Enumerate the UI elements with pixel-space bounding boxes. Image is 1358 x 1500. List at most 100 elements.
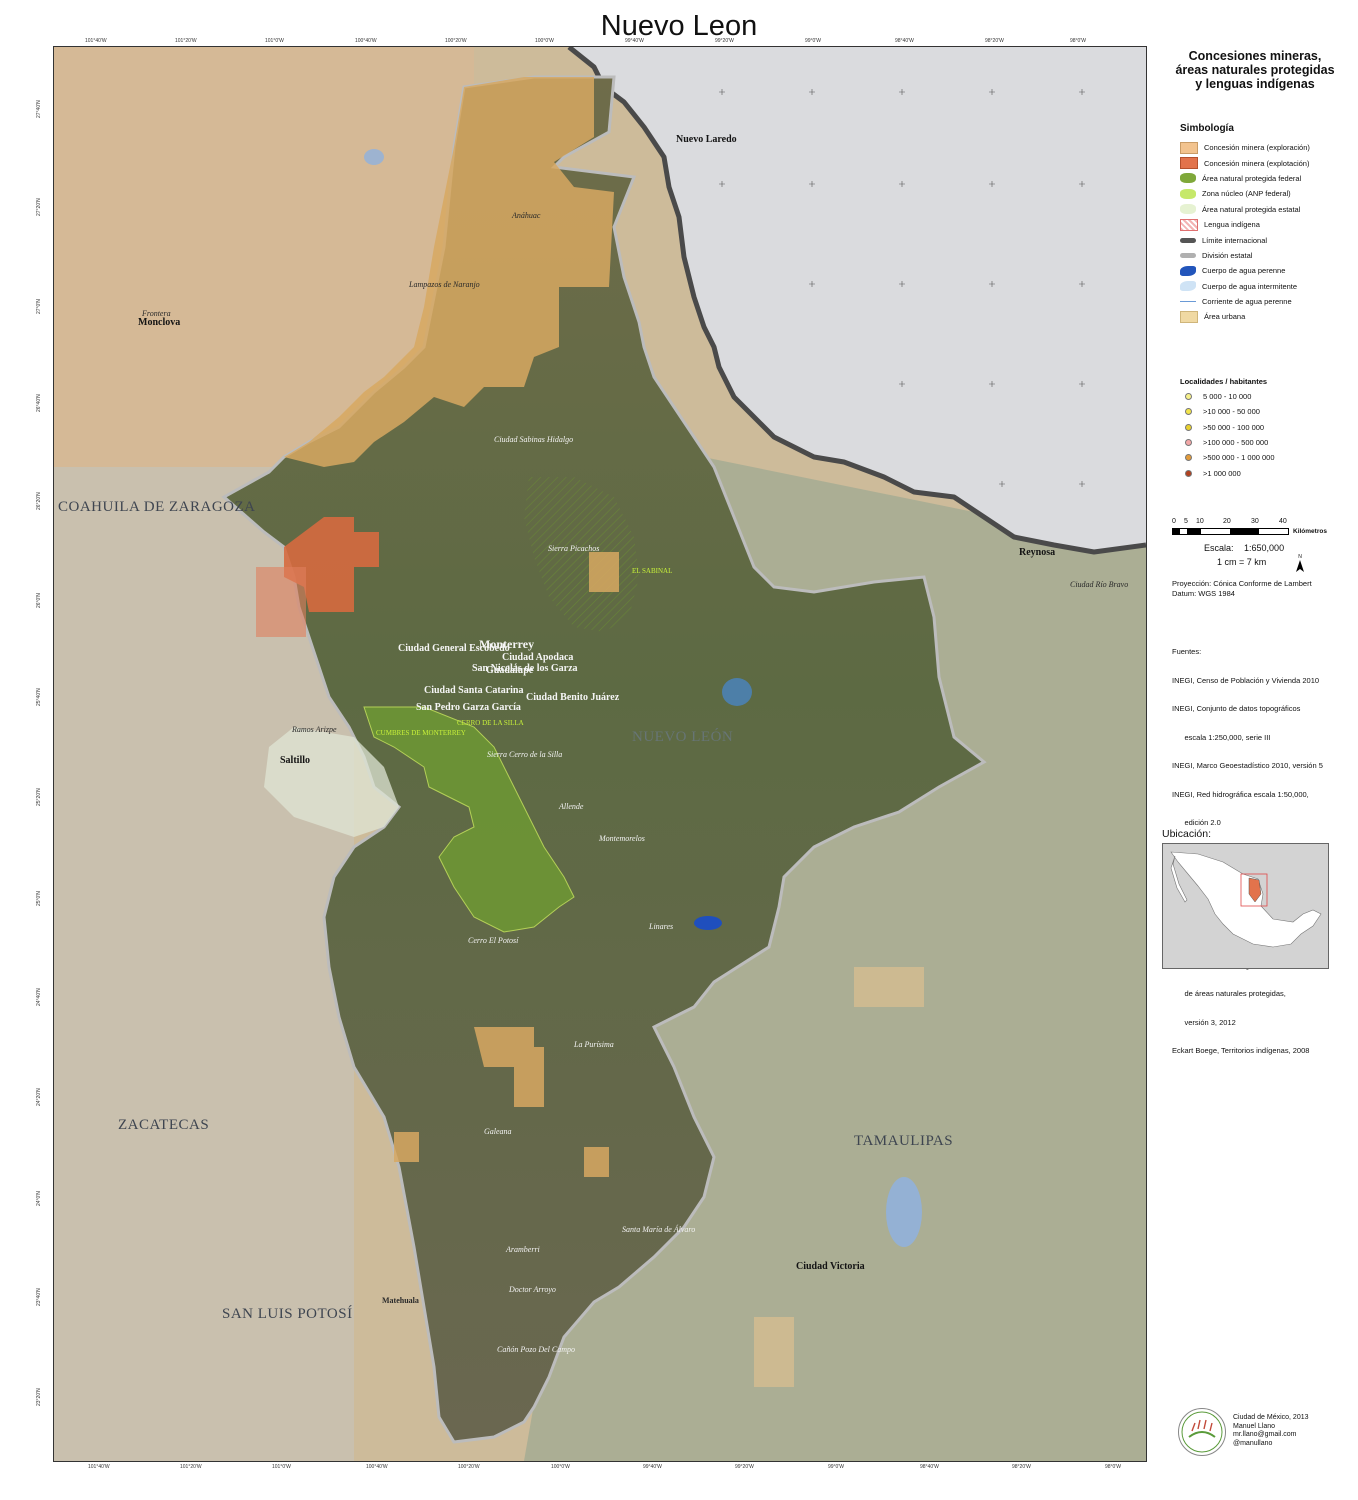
source-line: de áreas naturales protegidas, <box>1172 989 1286 998</box>
tick-left-7: 25°40'N <box>36 688 42 706</box>
credit-line: Ciudad de México, 2013 <box>1233 1414 1309 1421</box>
ubicacion-label: Ubicación: <box>1162 828 1212 840</box>
mexico-inset-svg <box>1170 851 1322 948</box>
map-canvas[interactable]: COAHUILA DE ZARAGOZA ZACATECAS SAN LUIS … <box>53 46 1147 1462</box>
legend-label: Concesión minera (explotación) <box>1204 158 1310 168</box>
scale-tick: 40 <box>1279 518 1287 525</box>
legend-title-line-2: áreas naturales protegidas <box>1175 63 1335 77</box>
localidad-label: >1 000 000 <box>1203 468 1241 478</box>
town-canon-pozo: Cañón Pozo Del Campo <box>497 1345 575 1354</box>
page-title: Nuevo Leon <box>600 10 758 42</box>
tick-bottom-1: 101°40'W <box>88 1464 110 1470</box>
tick-left-8: 25°20'N <box>36 788 42 806</box>
scale-tick: 30 <box>1251 518 1259 525</box>
scale-equivalence: 1 cm = 7 km <box>1217 557 1267 567</box>
source-line: INEGI, Conjunto de datos topográficos <box>1172 704 1301 713</box>
source-line: versión 3, 2012 <box>1172 1017 1236 1027</box>
town-allende: Allende <box>559 802 584 811</box>
legend-label: Área natural protegida federal <box>1202 173 1302 183</box>
scale-bar-block: 0 5 10 20 30 40 Kilómetros Escala: 1:650… <box>1172 518 1347 1075</box>
swatch-anp-federal <box>1180 173 1196 184</box>
town-galeana: Galeana <box>484 1127 512 1136</box>
localidad-row-5: >500 000 - 1 000 000 <box>1180 450 1350 465</box>
localidad-row-2: >10 000 - 50 000 <box>1180 404 1350 419</box>
tick-bottom-7: 99°40'W <box>643 1464 662 1470</box>
legend-title-line-3: y lenguas indígenas <box>1195 77 1315 91</box>
city-nuevo-laredo: Nuevo Laredo <box>676 134 737 145</box>
scale-ticks: 0 5 10 20 30 40 <box>1172 518 1347 527</box>
label-tamaulipas: TAMAULIPAS <box>854 1133 954 1149</box>
anp-label-el-sabinal: EL SABINAL <box>632 567 673 575</box>
swatch-lengua <box>1180 218 1198 231</box>
tick-left-14: 23°20'N <box>36 1388 42 1406</box>
swatch-agua-intermitente <box>1180 281 1196 292</box>
tick-left-5: 26°20'N <box>36 492 42 510</box>
localidades-heading: Localidades / habitantes <box>1180 376 1268 386</box>
projection-block: Proyección: Cónica Conforme de Lambert D… <box>1172 579 1347 598</box>
tick-bottom-4: 100°40'W <box>366 1464 388 1470</box>
localidad-label: >50 000 - 100 000 <box>1203 422 1265 432</box>
localidad-row-6: >1 000 000 <box>1180 466 1350 481</box>
legend-item-division: División estatal <box>1180 248 1350 263</box>
tick-top-12: 98°0'W <box>1070 38 1087 44</box>
water-coahuila-north <box>364 149 384 165</box>
anp-label-sierra-silla: Sierra Cerro de la Silla <box>487 750 563 759</box>
legend-item-agua-perenne: Cuerpo de agua perenne <box>1180 263 1350 278</box>
tick-left-12: 24°0'N <box>36 1191 42 1206</box>
legend-label: Lengua indígena <box>1204 220 1260 230</box>
city-benito-juarez: Ciudad Benito Juárez <box>526 692 620 703</box>
legend-label: Área urbana <box>1204 312 1246 322</box>
simbologia-heading: Simbología <box>1180 123 1234 134</box>
tamaulipas-concession-1 <box>854 967 924 1007</box>
legend-item-anp-estatal: Área natural protegida estatal <box>1180 202 1350 217</box>
escala-label: Escala: <box>1204 543 1234 553</box>
north-letter: N <box>1298 554 1302 560</box>
legend-item-exploracion: Concesión minera (exploración) <box>1180 140 1350 155</box>
town-ramos-arizpe: Ramos Arizpe <box>292 725 337 734</box>
legend-item-zona-nucleo: Zona núcleo (ANP federal) <box>1180 186 1350 201</box>
projection-line: Datum: WGS 1984 <box>1172 588 1235 598</box>
scale-seg <box>1187 529 1201 534</box>
tick-top-7: 99°40'W <box>625 38 644 44</box>
scale-bar-row: Kilómetros <box>1172 527 1347 535</box>
town-ciudad-rio-bravo: Ciudad Río Bravo <box>1070 580 1129 589</box>
localidad-row-3: >50 000 - 100 000 <box>1180 419 1350 434</box>
city-saltillo: Saltillo <box>280 755 311 766</box>
legend-label: División estatal <box>1202 250 1253 260</box>
city-escobedo: Ciudad General Escobedo <box>398 643 510 654</box>
town-aramberri: Aramberri <box>506 1245 540 1254</box>
localidad-label: 5 000 - 10 000 <box>1203 391 1252 401</box>
credits-block: Ciudad de México, 2013 Manuel Llano mr.l… <box>1233 1414 1309 1448</box>
tick-left-6: 26°0'N <box>36 593 42 608</box>
tick-top-3: 101°0'W <box>265 38 284 44</box>
tick-top-2: 101°20'W <box>175 38 197 44</box>
legend-panel: Concesiones mineras, áreas naturales pro… <box>1160 46 1350 481</box>
city-santa-catarina: Ciudad Santa Catarina <box>424 685 524 696</box>
scale-tick: 0 <box>1172 518 1176 525</box>
localidad-label: >10 000 - 50 000 <box>1203 407 1260 417</box>
legend-item-limite: Límite internacional <box>1180 232 1350 247</box>
tick-left-2: 27°20'N <box>36 198 42 216</box>
legend-label: Concesión minera (exploración) <box>1204 143 1310 153</box>
city-guadalupe: Guadalupe <box>486 665 534 676</box>
tick-top-11: 98°20'W <box>985 38 1004 44</box>
tick-top-4: 100°40'W <box>355 38 377 44</box>
credit-line: Manuel Llano <box>1233 1422 1276 1430</box>
scale-seg <box>1173 529 1180 534</box>
legend-title: Concesiones mineras, áreas naturales pro… <box>1160 49 1350 91</box>
city-san-pedro: San Pedro Garza García <box>416 702 521 713</box>
usa-area <box>569 47 1146 552</box>
tick-bottom-3: 101°0'W <box>272 1464 291 1470</box>
swatch-explotacion <box>1180 157 1198 170</box>
seal-icon <box>1181 1411 1223 1453</box>
tick-bottom-5: 100°20'W <box>458 1464 480 1470</box>
localidad-row-4: >100 000 - 500 000 <box>1180 435 1350 450</box>
town-doctor-arroyo: Doctor Arroyo <box>509 1285 556 1294</box>
label-nuevo-leon: NUEVO LEÓN <box>632 729 734 745</box>
town-linares: Linares <box>649 922 674 931</box>
credit-line: @manullano <box>1233 1439 1273 1447</box>
city-ciudad-victoria: Ciudad Victoria <box>796 1261 865 1272</box>
legend-label: Cuerpo de agua intermitente <box>1202 281 1298 291</box>
city-apodaca: Ciudad Apodaca <box>502 652 574 663</box>
anp-label-sierra-picachos: Sierra Picachos <box>548 544 600 553</box>
